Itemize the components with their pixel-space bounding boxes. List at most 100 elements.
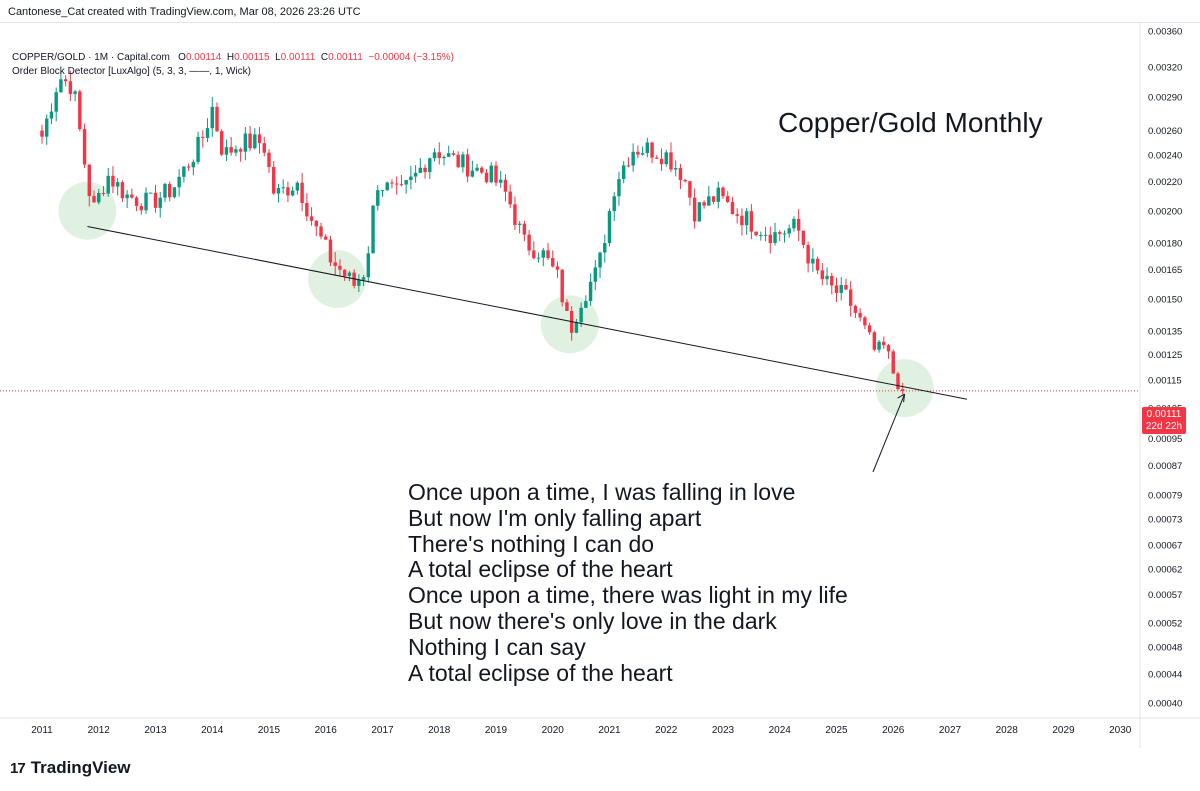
- candle-body: [636, 151, 640, 155]
- candle-body: [413, 172, 418, 177]
- candle-body: [111, 175, 115, 187]
- candle-body: [896, 373, 900, 390]
- candle-body: [858, 312, 862, 318]
- candle-body: [801, 230, 806, 245]
- tradingview-brand[interactable]: 17 TradingView: [10, 758, 131, 778]
- candle-body: [49, 111, 54, 119]
- candle-body: [626, 165, 631, 167]
- close-value: 0.00111: [328, 52, 363, 63]
- time-tick-label: 2026: [882, 725, 905, 736]
- candle-body: [584, 301, 588, 308]
- candle-body: [740, 215, 744, 226]
- candle-body: [645, 142, 650, 154]
- candle-body: [201, 136, 205, 138]
- candle-body: [172, 187, 177, 198]
- time-tick-label: 2029: [1052, 725, 1075, 736]
- time-tick-label: 2019: [485, 725, 508, 736]
- candle-body: [219, 131, 224, 155]
- candle-body: [830, 275, 834, 286]
- lyric-line: A total eclipse of the heart: [408, 556, 673, 583]
- price-tick-label: 0.00115: [1148, 376, 1182, 387]
- candle-body: [314, 220, 319, 227]
- price-chart[interactable]: 0.00360 0.00320 0.00290 0.00260 0.00240 0.002…: [0, 23, 1200, 748]
- candle-body: [820, 270, 825, 280]
- candle-body: [73, 91, 77, 94]
- candle-body: [655, 157, 659, 159]
- candle-body: [130, 194, 134, 198]
- candle-body: [63, 79, 68, 82]
- candle-body: [45, 118, 49, 137]
- symbol-label[interactable]: COPPER/GOLD · 1M · Capital.com: [12, 52, 170, 63]
- candle-body: [650, 142, 654, 158]
- open-value: 0.00114: [185, 52, 222, 63]
- candle-body: [882, 341, 886, 346]
- highlighted-low-marker: [875, 359, 934, 418]
- candle-body: [546, 250, 550, 259]
- lyric-line: Once upon a time, I was falling in love: [408, 479, 796, 505]
- candle-body: [484, 172, 489, 183]
- candle-body: [555, 266, 560, 270]
- candle-body: [607, 211, 612, 244]
- candle-body: [673, 168, 678, 170]
- time-tick-label: 2017: [371, 725, 394, 736]
- symbol-ohlc-row[interactable]: COPPER/GOLD · 1M · Capital.com O0.00114 …: [12, 51, 454, 65]
- candle-body: [886, 345, 891, 352]
- time-tick-label: 2011: [31, 725, 53, 736]
- candle-body: [565, 302, 569, 311]
- low-value: 0.00111: [280, 52, 316, 63]
- candle-body: [347, 272, 352, 276]
- candle-body: [394, 183, 399, 185]
- price-tick-label: 0.00052: [1148, 618, 1182, 629]
- candle-body: [428, 158, 432, 173]
- candle-body: [286, 187, 290, 196]
- candle-body: [139, 205, 144, 211]
- candle-body: [683, 179, 687, 182]
- price-tick-label: 0.00290: [1148, 93, 1182, 104]
- lyrics-annotation: Once upon a time, I was falling in love …: [408, 479, 848, 686]
- price-tick-label: 0.00240: [1148, 151, 1182, 162]
- high-value: 0.00115: [234, 52, 270, 63]
- candle-body: [811, 258, 815, 264]
- candle-body: [517, 223, 522, 225]
- candle-body: [640, 153, 645, 155]
- candle-body: [669, 152, 673, 170]
- candle-body: [465, 154, 470, 177]
- annotation-arrowhead-icon: [897, 393, 906, 403]
- candle-body: [418, 167, 423, 173]
- candle-body: [513, 204, 517, 225]
- tradingview-wordmark: TradingView: [30, 758, 131, 777]
- candle-body: [593, 267, 598, 282]
- price-tick-label: 0.00079: [1148, 490, 1182, 501]
- candle-body: [574, 322, 579, 333]
- candle-body: [376, 190, 380, 206]
- candle-body: [253, 134, 257, 149]
- candle-body: [527, 234, 531, 251]
- candle-body: [711, 196, 716, 202]
- candle-body: [782, 233, 787, 235]
- candle-body: [234, 149, 238, 153]
- price-tick-label: 0.00200: [1148, 206, 1182, 217]
- candle-body: [503, 179, 508, 192]
- candle-body: [380, 190, 385, 192]
- candle-body: [754, 231, 758, 236]
- candle-body: [863, 317, 867, 326]
- candle-body: [366, 253, 371, 278]
- candle-body: [480, 167, 484, 173]
- lyric-line: There's nothing I can do: [408, 530, 655, 557]
- candle-body: [357, 279, 361, 286]
- bar-countdown: 22d 22h: [1145, 421, 1183, 432]
- support-trendline: [87, 225, 968, 400]
- candle-body: [716, 187, 720, 202]
- indicator-label[interactable]: Order Block Detector [LuxAlgo] (5, 3, 3,…: [12, 66, 251, 77]
- chart-frame[interactable]: 0.00360 0.00320 0.00290 0.00260 0.00240 0.002…: [0, 22, 1200, 748]
- candle-body: [125, 194, 129, 199]
- time-tick-label: 2023: [712, 725, 735, 736]
- candle-body: [272, 166, 276, 194]
- high-label: H: [226, 52, 235, 63]
- candle-body: [451, 153, 456, 155]
- candle-body: [101, 193, 106, 195]
- candle-body: [309, 216, 314, 221]
- time-tick-label: 2027: [939, 725, 962, 736]
- candle-body: [40, 130, 44, 137]
- candle-body: [87, 164, 92, 196]
